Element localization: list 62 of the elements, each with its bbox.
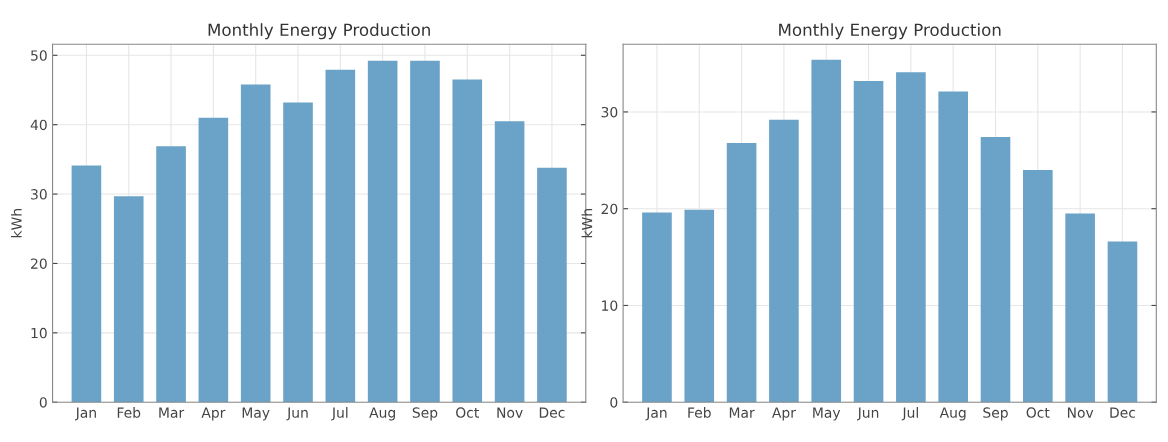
bar — [1065, 213, 1095, 403]
x-tick-label: May — [242, 407, 270, 421]
bar — [537, 167, 567, 403]
bar — [156, 146, 186, 403]
bar — [980, 137, 1011, 403]
x-tick-label: Feb — [688, 407, 711, 418]
bar — [811, 59, 842, 403]
x-tick-label: Jul — [901, 407, 918, 421]
bar — [198, 117, 229, 403]
y-tick-label: 50 — [31, 50, 47, 61]
bar — [642, 212, 672, 403]
bar — [853, 80, 884, 403]
bar — [71, 165, 102, 403]
y-tick-label: 40 — [30, 119, 47, 131]
x-tick-label: Mar — [729, 407, 755, 418]
y-tick-label: 20 — [601, 203, 618, 215]
x-tick-label: Feb — [117, 407, 141, 418]
bar — [240, 84, 271, 403]
y-tick-label: 20 — [31, 258, 47, 269]
y-tick-label: 10 — [602, 300, 618, 311]
x-tick-label: Apr — [201, 407, 226, 421]
x-tick-label: Oct — [1026, 407, 1050, 418]
bar — [283, 102, 313, 403]
bar — [113, 196, 144, 403]
bar — [452, 79, 483, 403]
bar — [938, 91, 968, 403]
x-tick-label: Aug — [939, 407, 966, 421]
bar — [410, 60, 440, 403]
x-tick-label: Sep — [983, 407, 1008, 421]
x-tick-label: May — [813, 407, 841, 421]
bar — [325, 69, 356, 403]
y-axis-title: kWh — [11, 209, 22, 238]
y-tick-label: 0 — [610, 397, 618, 408]
bar — [494, 121, 525, 403]
y-tick-label: 30 — [31, 189, 47, 200]
bar — [769, 119, 799, 403]
bar — [367, 60, 398, 403]
x-tick-label: Jan — [74, 407, 96, 421]
x-tick-label: Jul — [331, 407, 348, 421]
y-tick-label: 30 — [601, 106, 618, 118]
bar — [684, 209, 715, 403]
x-tick-label: Apr — [772, 407, 796, 421]
bar — [1107, 241, 1138, 403]
chart-title: Monthly Energy Production — [779, 23, 1001, 40]
x-tick-label: Mar — [159, 407, 185, 418]
x-tick-label: Dec — [539, 407, 565, 418]
x-tick-label: Dec — [1110, 407, 1136, 418]
bar — [1023, 169, 1053, 403]
y-axis-title: kWh — [581, 209, 593, 238]
x-tick-label: Jun — [856, 407, 879, 421]
y-tick-label: 10 — [31, 327, 47, 339]
y-tick-label: 0 — [39, 397, 47, 408]
x-tick-label: Oct — [456, 407, 479, 418]
x-tick-label: Jan — [645, 407, 667, 421]
bar — [896, 72, 926, 403]
x-tick-label: Jun — [286, 407, 308, 421]
x-tick-label: Nov — [1067, 407, 1094, 418]
bar — [726, 142, 757, 403]
x-tick-label: Aug — [369, 407, 395, 421]
x-tick-label: Sep — [412, 407, 438, 421]
x-tick-label: Nov — [497, 407, 523, 418]
chart-title: Monthly Energy Production — [208, 23, 430, 40]
